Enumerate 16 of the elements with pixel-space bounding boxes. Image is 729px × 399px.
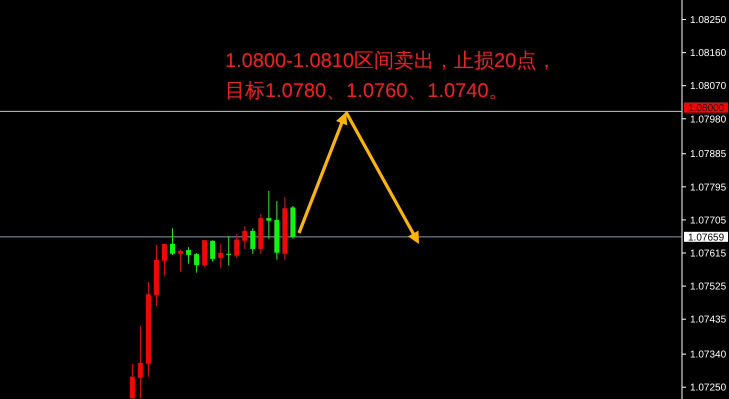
annotation: 目标1.0780、1.0760、1.0740。 (225, 80, 509, 102)
y-tick-label: 1.07615 (690, 248, 727, 260)
y-tick-label: 1.07250 (690, 382, 727, 394)
y-tick-label: 1.07525 (690, 282, 727, 293)
y-tick-label: 1.07885 (690, 149, 727, 160)
y-tick-label: 1.07705 (690, 215, 727, 226)
y-tick-label: 1.08250 (690, 14, 727, 26)
y-tick-label: 1.08160 (690, 48, 727, 60)
y-tick-label: 1.07980 (690, 114, 727, 126)
y-tick-label: 1.07795 (690, 182, 727, 194)
y-tick-label: 1.08070 (690, 81, 727, 92)
y-tick-label: 1.07340 (690, 350, 727, 361)
ref-line-label: 1.07659 (688, 232, 725, 244)
annotation: 1.0800-1.0810区间卖出，止损20点， (225, 50, 556, 72)
y-tick-label: 1.07435 (690, 314, 727, 326)
ref-line-label: 1.08000 (688, 102, 725, 114)
